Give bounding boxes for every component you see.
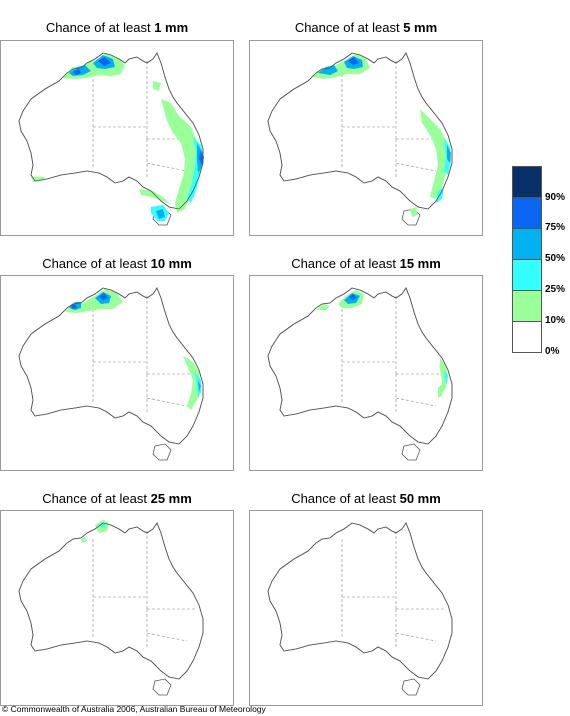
panel-title-25mm: Chance of at least 25 mm (0, 491, 234, 506)
australia-map (250, 276, 482, 470)
panel-title-5mm: Chance of at least 5 mm (249, 20, 483, 35)
map-10mm (0, 275, 234, 471)
legend-label-75: 75% (545, 222, 565, 233)
tasmania-outline (153, 679, 171, 695)
legend-swatch-10-25 (512, 290, 542, 321)
australia-map (1, 276, 233, 470)
mainland-outline (268, 288, 452, 444)
map-15mm (249, 275, 483, 471)
mainland-outline (19, 523, 203, 679)
panel-title-10mm: Chance of at least 10 mm (0, 256, 234, 271)
tasmania-outline (402, 679, 420, 695)
australia-map (250, 511, 482, 705)
legend-swatch-90-100 (512, 166, 542, 197)
panel-title-1mm: Chance of at least 1 mm (0, 20, 234, 35)
legend-swatch-75-90 (512, 197, 542, 228)
legend-label-25: 25% (545, 284, 565, 295)
panel-title-15mm: Chance of at least 15 mm (249, 256, 483, 271)
australia-map (1, 41, 233, 235)
map-5mm (249, 40, 483, 236)
legend-swatch-0-10 (512, 321, 542, 353)
map-1mm (0, 40, 234, 236)
legend-label-0: 0% (545, 346, 559, 357)
map-25mm (0, 510, 234, 706)
map-50mm (249, 510, 483, 706)
legend-label-50: 50% (545, 253, 565, 264)
panel-title-50mm: Chance of at least 50 mm (249, 491, 483, 506)
mainland-outline (268, 53, 452, 209)
legend-label-10: 10% (545, 315, 565, 326)
copyright-notice: © Commonwealth of Australia 2006, Austra… (2, 704, 266, 714)
mainland-outline (268, 523, 452, 679)
australia-map (1, 511, 233, 705)
legend-swatch-25-50 (512, 259, 542, 290)
tasmania-outline (402, 444, 420, 460)
tasmania-outline (153, 444, 171, 460)
probability-legend (512, 166, 542, 353)
mainland-outline (19, 288, 203, 444)
australia-map (250, 41, 482, 235)
legend-label-90: 90% (545, 192, 565, 203)
legend-swatch-50-75 (512, 228, 542, 259)
